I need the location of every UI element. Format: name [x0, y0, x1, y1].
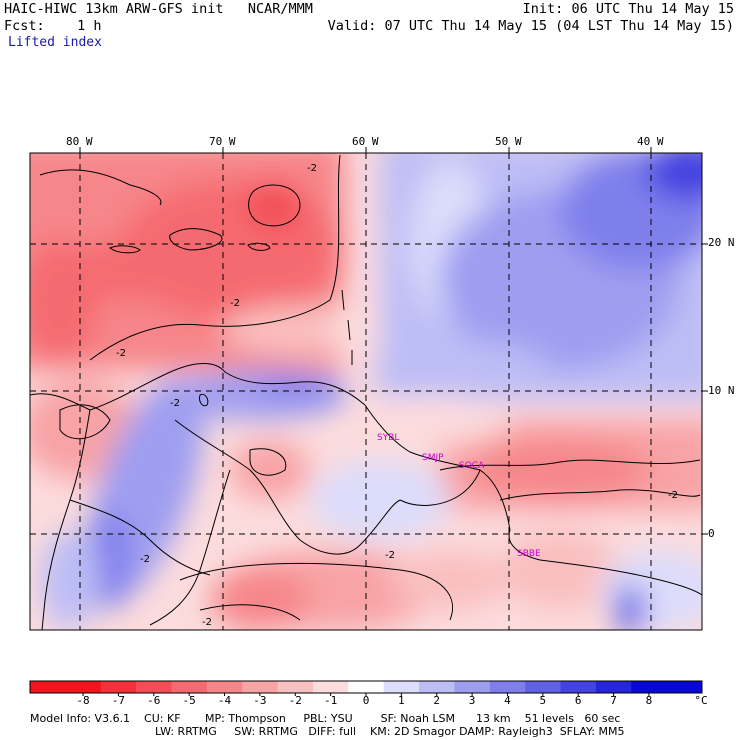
border-line [174, 419, 401, 555]
station-smjp: SMJP [422, 453, 444, 463]
contour-label: -2 [116, 348, 126, 359]
colorbar-label: -4 [217, 694, 232, 707]
map-frame [29, 152, 703, 631]
border-line [149, 469, 231, 626]
contour-lines [59, 154, 701, 621]
colorbar-label: -6 [147, 694, 161, 707]
colorbar-label: 6 [574, 694, 582, 707]
colorbar-segment [171, 681, 208, 693]
contour-label: -2 [668, 490, 678, 501]
border-line [399, 469, 481, 506]
lat-label-0: 0 [708, 527, 715, 540]
colorbar-label: 0 [362, 694, 370, 707]
colorbar [29, 680, 703, 696]
colorbar-label: 2 [433, 694, 441, 707]
colorbar-label: 3 [468, 694, 476, 707]
lon-label-80w: 80 W [66, 135, 93, 148]
station-soca: SOCA [459, 461, 485, 471]
model-info-line2: LW: RRTMG SW: RRTMG DIFF: full KM: 2D Sm… [155, 725, 625, 738]
station-sbbe: SBBE [517, 549, 541, 559]
colorbar-segment [383, 681, 420, 693]
jamaica-coast [108, 245, 141, 254]
colorbar-segment [242, 681, 279, 693]
lon-label-40w: 40 W [637, 135, 664, 148]
colorbar-label: 8 [645, 694, 653, 707]
colorbar-segment [525, 681, 562, 693]
model-info-line1: Model Info: V3.6.1 CU: KF MP: Thompson P… [30, 712, 621, 725]
station-sybl: SYBL [377, 433, 399, 443]
colorbar-segment [312, 681, 349, 693]
colorbar-unit: °C [694, 694, 708, 707]
contour-label: -2 [230, 298, 240, 309]
colorbar-segment [100, 681, 137, 693]
lat-label-10n: 10 N [708, 384, 735, 397]
colorbar-segment [419, 681, 455, 693]
colorbar-segment [206, 681, 243, 693]
lesser-antilles [341, 289, 353, 365]
colorbar-label: -3 [253, 694, 267, 707]
colorbar-segment [631, 681, 668, 693]
border-line [69, 499, 211, 576]
colorbar-label: -2 [288, 694, 302, 707]
colorbar-segment [489, 681, 526, 693]
lake-maracaibo [199, 393, 209, 407]
graticule [30, 153, 702, 630]
valid-time: Valid: 07 UTC Thu 14 May 15 (04 LST Thu … [327, 18, 734, 34]
colorbar-segment [30, 681, 66, 693]
coastlines [30, 169, 702, 630]
colorbar-label: -8 [76, 694, 90, 707]
colorbar-segment [277, 681, 314, 693]
colorbar-segment [560, 681, 597, 693]
brazil-coast [539, 559, 702, 596]
lon-label-70w: 70 W [209, 135, 236, 148]
colorbar-segment [136, 681, 172, 693]
colorbar-label: 1 [398, 694, 405, 707]
lifted-index-field [30, 153, 702, 630]
colorbar-segment [666, 681, 703, 693]
colorbar-segment [454, 681, 491, 693]
north-sa-coast [30, 363, 366, 411]
contour-label: -2 [202, 617, 212, 628]
stations: SYBL SMJP SOCA SBBE [377, 433, 541, 559]
colorbar-segment [65, 681, 102, 693]
puerto-rico-coast [247, 242, 271, 251]
colorbar-label: -7 [111, 694, 126, 707]
lon-label-60w: 60 W [352, 135, 379, 148]
colorbar-label: 5 [539, 694, 547, 707]
colorbar-label: -1 [324, 694, 338, 707]
contour-label: -2 [385, 550, 395, 561]
contour-label: -2 [170, 398, 180, 409]
colorbar-label: -5 [182, 694, 196, 707]
field-name: Lifted index [8, 35, 102, 50]
model-title: HAIC-HIWC 13km ARW-GFS init NCAR/MMM [4, 1, 313, 17]
contour-label: -2 [307, 163, 317, 174]
frame-ticks [79, 147, 708, 535]
contour-label: -2 [140, 554, 150, 565]
lat-label-20n: 20 N [708, 236, 735, 249]
colorbar-label: 7 [610, 694, 617, 707]
colorbar-segment [348, 681, 385, 693]
contour-labels: -2 -2 -2 -2 -2 -2 -2 -2 [116, 163, 678, 628]
cuba-coast [39, 169, 162, 206]
colorbar-segment [595, 681, 632, 693]
init-time: Init: 06 UTC Thu 14 May 15 [522, 1, 734, 17]
colorbar-label: 4 [504, 694, 511, 707]
lon-label-50w: 50 W [495, 135, 522, 148]
forecast-hour: Fcst: 1 h [4, 18, 102, 34]
